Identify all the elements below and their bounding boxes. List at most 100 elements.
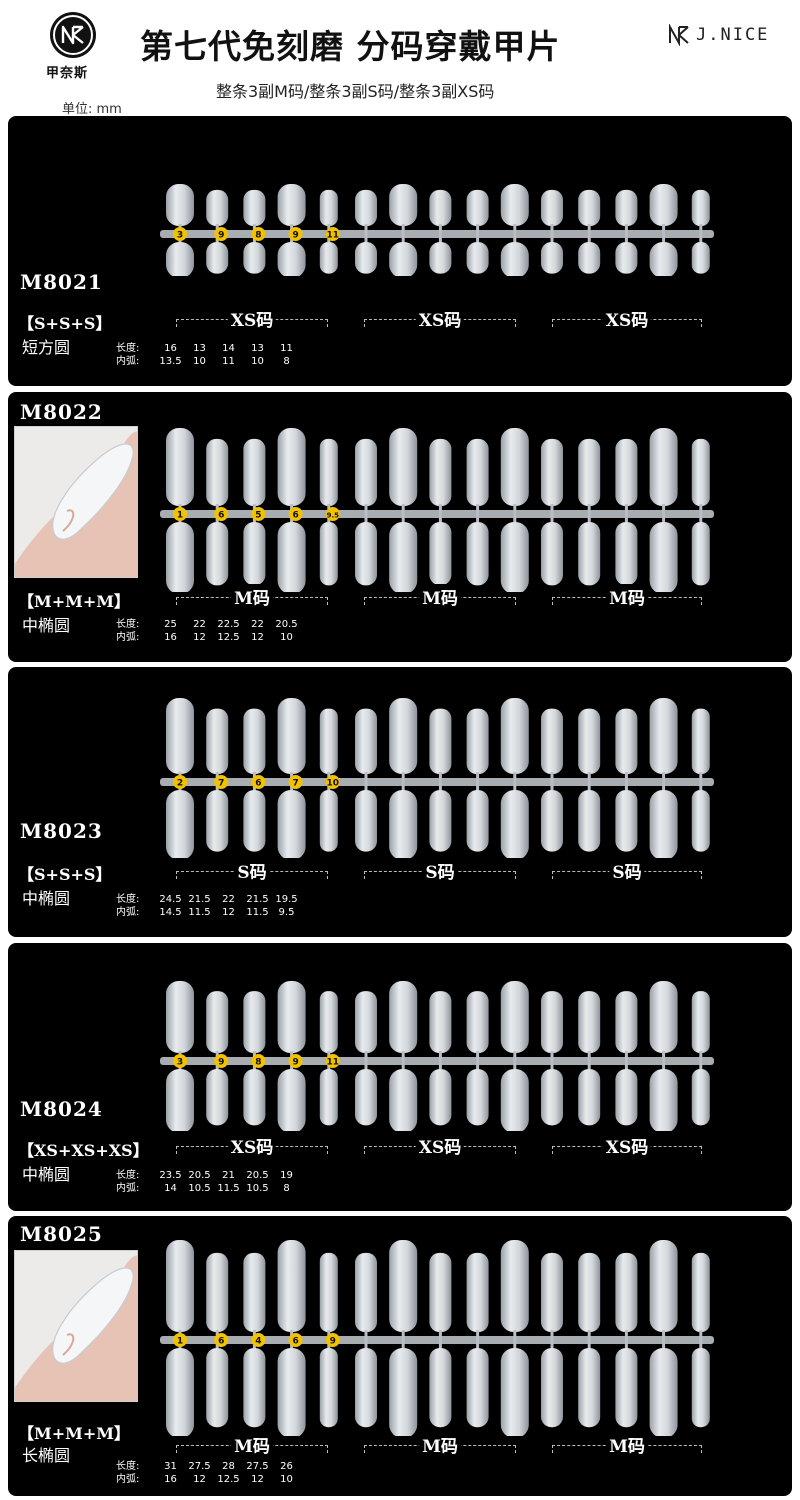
nail-tip xyxy=(649,184,678,226)
nail-tip xyxy=(578,991,601,1053)
size-label: M码 xyxy=(419,1432,461,1457)
size-label: S码 xyxy=(609,858,645,883)
nail-tip xyxy=(500,184,529,226)
nail-tip xyxy=(500,1240,529,1332)
nail-tip xyxy=(355,1348,377,1428)
length-row: 长度: 25 22 22.5 22 20.5 xyxy=(116,618,301,631)
nail-tip xyxy=(319,438,338,506)
length-value: 19.5 xyxy=(275,894,298,905)
bracket-tick xyxy=(327,1146,328,1154)
length-value: 20.5 xyxy=(246,1170,269,1181)
nail-tip xyxy=(243,522,266,586)
size-number-badge xyxy=(251,227,266,241)
nail-tip xyxy=(206,1252,229,1332)
length-value: 21.5 xyxy=(246,894,269,905)
nail-stem xyxy=(587,772,591,792)
nail-tip xyxy=(277,981,306,1053)
size-group-label: M码 xyxy=(176,1432,328,1460)
nail-tip xyxy=(243,991,266,1053)
nail-tip xyxy=(691,1069,710,1126)
model-number: M8021 xyxy=(20,270,103,294)
nail-tip xyxy=(355,189,377,226)
nail-tip xyxy=(429,242,452,274)
size-label: XS码 xyxy=(602,1133,652,1158)
model-number: M8024 xyxy=(20,1097,103,1121)
size-number-badge xyxy=(214,1333,229,1347)
arc-value: 10 xyxy=(193,356,206,367)
nail-tips-strip: 3 9 8 9 11 xyxy=(158,963,718,1131)
nail-tip xyxy=(206,1069,229,1126)
brand-name-en: J.NICE xyxy=(696,25,770,45)
arc-label: 内弧: xyxy=(116,907,140,918)
nail-tip xyxy=(243,242,266,274)
size-group-label: XS码 xyxy=(364,306,516,334)
size-number: 6 xyxy=(292,511,298,521)
arc-value: 12 xyxy=(251,632,264,643)
nail-tip xyxy=(691,242,710,274)
bracket-tick xyxy=(515,1146,516,1154)
arc-value: 10 xyxy=(251,356,264,367)
arc-value: 10.5 xyxy=(188,1183,211,1194)
sprue-bar xyxy=(160,230,714,238)
nail-tip xyxy=(615,438,638,506)
nail-tip xyxy=(691,189,710,226)
nail-tip xyxy=(243,438,266,506)
size-number-badge xyxy=(288,1054,303,1068)
size-group-label: S码 xyxy=(552,858,702,886)
nail-tip xyxy=(615,189,638,226)
nail-stem xyxy=(662,224,666,244)
arc-value: 12.5 xyxy=(217,1474,240,1485)
nail-stem xyxy=(513,772,517,792)
size-number-badge xyxy=(173,1333,187,1347)
size-combo: 【S+S+S】 xyxy=(18,314,112,333)
nail-tip xyxy=(319,790,338,852)
nail-tip xyxy=(429,438,452,506)
nail-tip xyxy=(691,438,710,506)
nail-tip xyxy=(541,991,563,1053)
nail-tips-svg: 3 9 8 9 11 xyxy=(160,981,714,1131)
sprue-bar xyxy=(160,510,714,518)
sprue-bar xyxy=(160,1336,714,1344)
nail-stem xyxy=(476,224,480,244)
arc-value: 11.5 xyxy=(217,1183,240,1194)
nail-tips-strip: 1 6 5 6 9.5 xyxy=(158,412,718,592)
arc-value: 16 xyxy=(164,632,177,643)
nail-tip xyxy=(389,184,418,226)
size-label: M码 xyxy=(606,1432,648,1457)
size-group-label: XS码 xyxy=(552,306,702,334)
nail-tip xyxy=(206,438,229,506)
nail-tip xyxy=(206,708,229,774)
nail-tips-strip: 1 6 4 6 9 xyxy=(158,1236,718,1436)
nail-tip xyxy=(319,991,338,1053)
arc-value: 16 xyxy=(164,1474,177,1485)
nail-tip xyxy=(615,1252,638,1332)
length-value: 13 xyxy=(193,343,206,354)
bracket-tick xyxy=(364,319,365,327)
bracket-tick xyxy=(515,319,516,327)
nail-tip xyxy=(277,1348,306,1436)
brand-mark: J.NICE xyxy=(668,24,769,46)
nail-stem xyxy=(550,1330,554,1350)
nail-stem xyxy=(513,1051,517,1071)
bracket-tick xyxy=(176,1146,177,1154)
size-number: 7 xyxy=(218,779,224,789)
size-group-label: M码 xyxy=(552,1432,702,1460)
nail-tip xyxy=(578,189,601,226)
nail-tip xyxy=(691,708,710,774)
nail-stem xyxy=(476,504,480,524)
arc-value: 10 xyxy=(280,632,293,643)
nail-shape: 短方圆 xyxy=(22,338,71,357)
nail-tips-strip: 3 9 8 9 11 xyxy=(158,136,718,276)
nail-tip xyxy=(429,708,452,774)
nail-tip xyxy=(541,438,563,506)
nail-tip xyxy=(166,698,194,774)
nail-tip xyxy=(466,1252,489,1332)
measurement-table: 长度: 24.5 21.5 22 21.5 19.5 内弧: 14.5 11.5 12 11.5 9.… xyxy=(116,893,301,919)
arc-value: 10.5 xyxy=(246,1183,269,1194)
nail-tip xyxy=(466,438,489,506)
nail-tip xyxy=(429,522,452,586)
nail-stem xyxy=(550,504,554,524)
nail-tip xyxy=(319,189,338,226)
nail-tip xyxy=(243,1069,266,1126)
arc-label: 内弧: xyxy=(116,1474,140,1485)
